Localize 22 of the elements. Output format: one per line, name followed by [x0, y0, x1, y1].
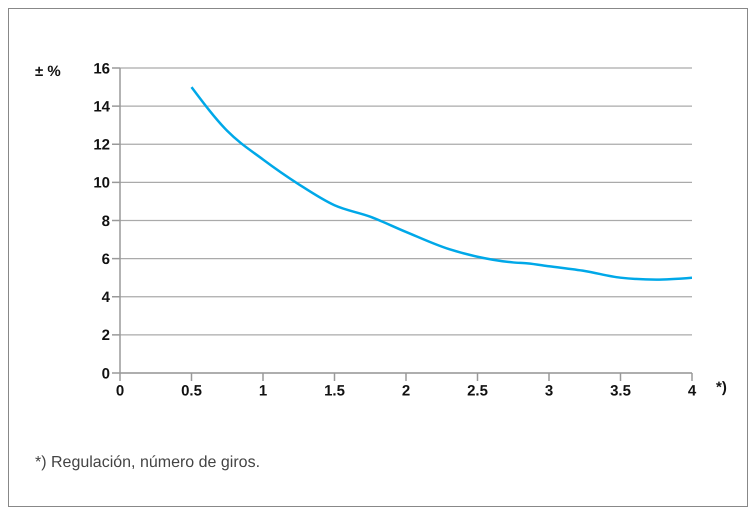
text: *) Regulación, número de giros. — [35, 454, 260, 472]
x-tick-label: 1 — [258, 382, 268, 400]
y-tick-label: 2 — [102, 327, 110, 344]
x-tick-label: 0.5 — [181, 382, 202, 400]
y-tick-label: 10 — [93, 174, 110, 192]
y-tick-label: 14 — [93, 98, 111, 116]
x-tick-label: 3.5 — [610, 382, 631, 400]
x-tick-label: 3 — [544, 382, 554, 400]
y-tick-label: 16 — [93, 60, 110, 78]
x-tick-label: 2.5 — [467, 382, 488, 400]
y-tick-label: 0 — [102, 365, 110, 382]
x-tick-label: 0 — [116, 382, 124, 400]
y-tick-label: 6 — [102, 250, 110, 268]
y-tick-label: 8 — [102, 212, 110, 230]
x-tick-label: 2 — [402, 382, 410, 400]
x-tick-label: 4 — [688, 382, 697, 400]
line-series — [190, 86, 692, 281]
y-axis-title: ± % — [35, 63, 61, 80]
y-tick-label: 4 — [102, 289, 111, 306]
x-tick-label: 1.5 — [324, 382, 345, 400]
x-axis-title: *) — [716, 379, 727, 396]
y-tick-label: 12 — [93, 136, 110, 154]
